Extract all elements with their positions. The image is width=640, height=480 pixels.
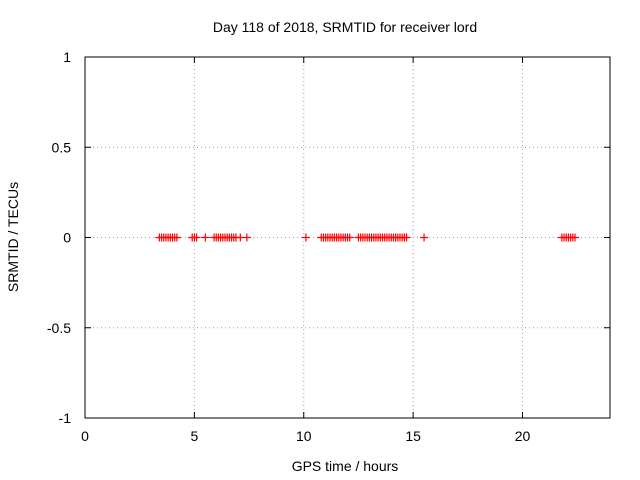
x-tick-label: 5 xyxy=(190,428,198,444)
x-tick-label: 10 xyxy=(296,428,312,444)
x-tick-label: 20 xyxy=(515,428,531,444)
data-point xyxy=(242,233,251,242)
data-point xyxy=(402,233,411,242)
data-point xyxy=(301,233,310,242)
chart-title: Day 118 of 2018, SRMTID for receiver lor… xyxy=(213,19,477,35)
x-axis-label: GPS time / hours xyxy=(292,458,399,474)
y-tick-label: -0.5 xyxy=(47,320,71,336)
y-axis-label: SRMTID / TECUs xyxy=(5,182,21,292)
x-tick-label: 15 xyxy=(405,428,421,444)
y-tick-label: 1 xyxy=(63,49,71,65)
data-point xyxy=(172,233,181,242)
y-tick-label: 0 xyxy=(63,230,71,246)
data-point xyxy=(345,233,354,242)
x-tick-label: 0 xyxy=(81,428,89,444)
data-point xyxy=(420,233,429,242)
data-point xyxy=(192,233,201,242)
data-point xyxy=(571,233,579,242)
y-tick-label: 0.5 xyxy=(52,139,72,155)
data-point xyxy=(201,233,210,242)
y-tick-label: -1 xyxy=(59,410,72,426)
axis-ticks: 0 5 10 15 20 1 0.5 0 -0.5 -1 xyxy=(47,49,610,444)
data-points xyxy=(155,233,579,242)
